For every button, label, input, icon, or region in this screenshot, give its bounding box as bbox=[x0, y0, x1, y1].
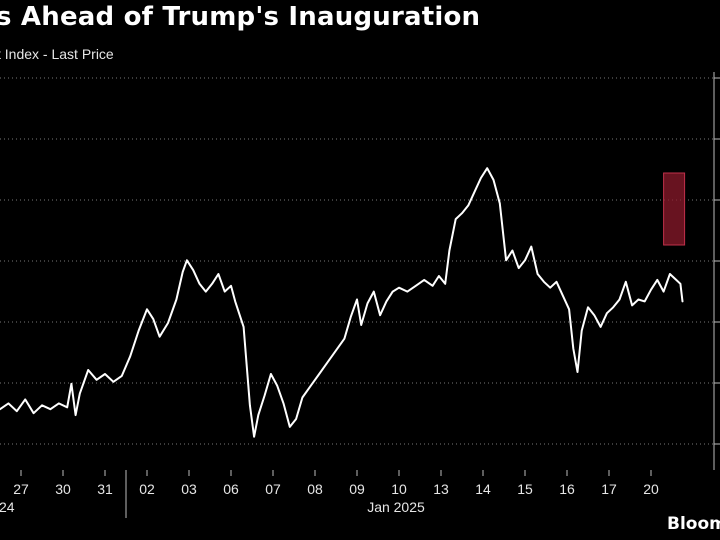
x-tick-label-9: 10 bbox=[391, 481, 407, 497]
x-group-label-1: Jan 2025 bbox=[367, 499, 425, 515]
x-tick-label-11: 14 bbox=[475, 481, 491, 497]
x-tick-label-12: 15 bbox=[517, 481, 533, 497]
x-group-label-0: 24 bbox=[0, 499, 15, 515]
x-tick-label-13: 16 bbox=[559, 481, 575, 497]
x-tick-label-8: 09 bbox=[349, 481, 365, 497]
x-tick-label-14: 17 bbox=[601, 481, 617, 497]
x-tick-label-10: 13 bbox=[433, 481, 449, 497]
highlight-region bbox=[663, 172, 686, 246]
x-axis: 27 30 31 02 03 06 07 08 09 10 13 14 15 16 17 20 24 Jan 20… bbox=[0, 470, 659, 518]
series-line-0 bbox=[0, 167, 684, 438]
x-tick-label-4: 03 bbox=[181, 481, 197, 497]
price-series bbox=[0, 167, 684, 438]
x-tick-label-6: 07 bbox=[265, 481, 281, 497]
x-tick-label-5: 06 bbox=[223, 481, 239, 497]
bloomberg-logo: Bloom bbox=[667, 514, 720, 534]
x-tick-label-1: 30 bbox=[55, 481, 71, 497]
x-tick-label-7: 08 bbox=[307, 481, 323, 497]
x-tick-label-15: 20 bbox=[643, 481, 659, 497]
chart-title: s Ahead of Trump's Inauguration bbox=[0, 2, 481, 32]
grid-lines bbox=[0, 72, 720, 470]
x-tick-label-3: 02 bbox=[139, 481, 155, 497]
x-tick-label-2: 31 bbox=[97, 481, 113, 497]
x-tick-label-0: 27 bbox=[13, 481, 29, 497]
highlight-box bbox=[663, 172, 686, 246]
chart-subtitle: t Index - Last Price bbox=[0, 46, 114, 62]
